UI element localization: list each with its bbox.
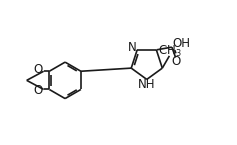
Text: NH: NH <box>137 78 155 91</box>
Text: N: N <box>128 41 136 54</box>
Text: O: O <box>171 55 180 68</box>
Text: O: O <box>34 64 43 76</box>
Text: OH: OH <box>172 37 190 50</box>
Text: O: O <box>34 84 43 97</box>
Text: CH$_3$: CH$_3$ <box>158 44 182 59</box>
